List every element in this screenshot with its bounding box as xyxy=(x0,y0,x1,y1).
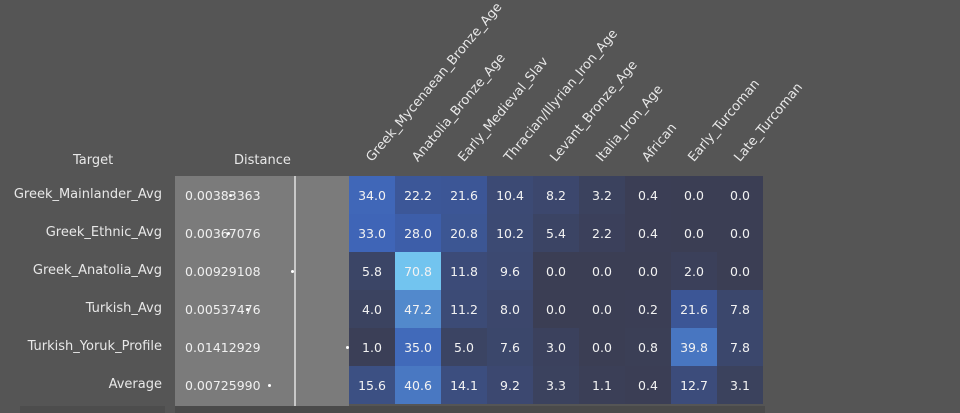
heatmap-cell: 3.1 xyxy=(717,366,763,404)
heatmap-cell: 0.0 xyxy=(533,290,579,328)
heatmap-cell: 1.1 xyxy=(579,366,625,404)
row-distance-value: 0.00537476 xyxy=(185,302,261,317)
distance-dot xyxy=(226,232,230,235)
distance-divider xyxy=(294,176,296,406)
heatmap-cell: 9.2 xyxy=(487,366,533,404)
heatmap-cell: 5.4 xyxy=(533,214,579,252)
row-distance-value: 0.01412929 xyxy=(185,340,261,355)
heatmap-cell: 35.0 xyxy=(395,328,441,366)
heatmap-cell: 3.0 xyxy=(533,328,579,366)
row-distance-value: 0.00383363 xyxy=(185,188,261,203)
bottom-strip xyxy=(175,406,765,413)
heatmap-cell: 0.0 xyxy=(717,252,763,290)
heatmap-cell: 8.2 xyxy=(533,176,579,214)
heatmap-cell: 0.0 xyxy=(717,176,763,214)
column-label: Early_Medieval_Slav xyxy=(455,54,552,165)
heatmap-cell: 33.0 xyxy=(349,214,395,252)
heatmap-cell: 70.8 xyxy=(395,252,441,290)
heatmap-cell: 0.8 xyxy=(625,328,671,366)
heatmap-cell: 39.8 xyxy=(671,328,717,366)
heatmap-cell: 7.8 xyxy=(717,290,763,328)
heatmap-cell: 0.4 xyxy=(625,176,671,214)
heatmap-cell: 21.6 xyxy=(671,290,717,328)
row-target-label: Turkish_Yoruk_Profile xyxy=(27,339,162,354)
distance-header: Distance xyxy=(234,153,291,168)
heatmap-cell: 21.6 xyxy=(441,176,487,214)
heatmap-cell: 0.4 xyxy=(625,214,671,252)
heatmap-cell: 0.0 xyxy=(579,328,625,366)
target-header: Target xyxy=(73,153,114,168)
heatmap-cell: 15.6 xyxy=(349,366,395,404)
heatmap-cell: 34.0 xyxy=(349,176,395,214)
distance-dot xyxy=(290,270,294,273)
bottom-strip-left xyxy=(20,406,165,413)
distance-dot xyxy=(345,346,349,349)
row-target-label: Greek_Anatolia_Avg xyxy=(32,263,162,278)
heatmap-cell: 0.0 xyxy=(671,214,717,252)
heatmap-cell: 7.8 xyxy=(717,328,763,366)
heatmap-cell: 0.0 xyxy=(625,252,671,290)
heatmap-cell: 14.1 xyxy=(441,366,487,404)
heatmap-cell: 3.2 xyxy=(579,176,625,214)
heatmap-cell: 3.3 xyxy=(533,366,579,404)
row-target-label: Greek_Mainlander_Avg xyxy=(13,187,162,202)
heatmap-cell: 22.2 xyxy=(395,176,441,214)
heatmap-cell: 9.6 xyxy=(487,252,533,290)
row-target-label: Greek_Ethnic_Avg xyxy=(45,225,162,240)
heatmap-cell: 11.2 xyxy=(441,290,487,328)
heatmap-cell: 2.0 xyxy=(671,252,717,290)
heatmap-cell: 20.8 xyxy=(441,214,487,252)
heatmap-cell: 12.7 xyxy=(671,366,717,404)
row-target-label: Turkish_Avg xyxy=(85,301,162,316)
distance-dot xyxy=(267,384,271,387)
heatmap-cell: 1.0 xyxy=(349,328,395,366)
heatmap-cell: 2.2 xyxy=(579,214,625,252)
row-target-label: Average xyxy=(108,377,162,392)
heatmap-cell: 0.2 xyxy=(625,290,671,328)
heatmap-cell: 11.8 xyxy=(441,252,487,290)
heatmap-cell: 47.2 xyxy=(395,290,441,328)
heatmap-cell: 4.0 xyxy=(349,290,395,328)
heatmap-cell: 0.0 xyxy=(579,252,625,290)
heatmap-cell: 0.0 xyxy=(717,214,763,252)
heatmap-cell: 28.0 xyxy=(395,214,441,252)
distance-dot xyxy=(228,194,232,197)
row-distance-value: 0.00367076 xyxy=(185,226,261,241)
column-label: African xyxy=(639,120,681,165)
heatmap-cell: 40.6 xyxy=(395,366,441,404)
heatmap-cell: 5.0 xyxy=(441,328,487,366)
distance-dot xyxy=(246,308,250,311)
row-distance-value: 0.00725990 xyxy=(185,378,261,393)
row-distance-value: 0.00929108 xyxy=(185,264,261,279)
heatmap-cell: 10.2 xyxy=(487,214,533,252)
distance-panel xyxy=(175,176,349,406)
heatmap-cell: 0.0 xyxy=(579,290,625,328)
heatmap-cell: 8.0 xyxy=(487,290,533,328)
column-label: Levant_Bronze_Age xyxy=(547,57,641,165)
heatmap-cell: 0.0 xyxy=(533,252,579,290)
heatmap-cell: 10.4 xyxy=(487,176,533,214)
heatmap-cell: 7.6 xyxy=(487,328,533,366)
heatmap-cell: 0.4 xyxy=(625,366,671,404)
heatmap-cell: 5.8 xyxy=(349,252,395,290)
heatmap-cell: 0.0 xyxy=(671,176,717,214)
